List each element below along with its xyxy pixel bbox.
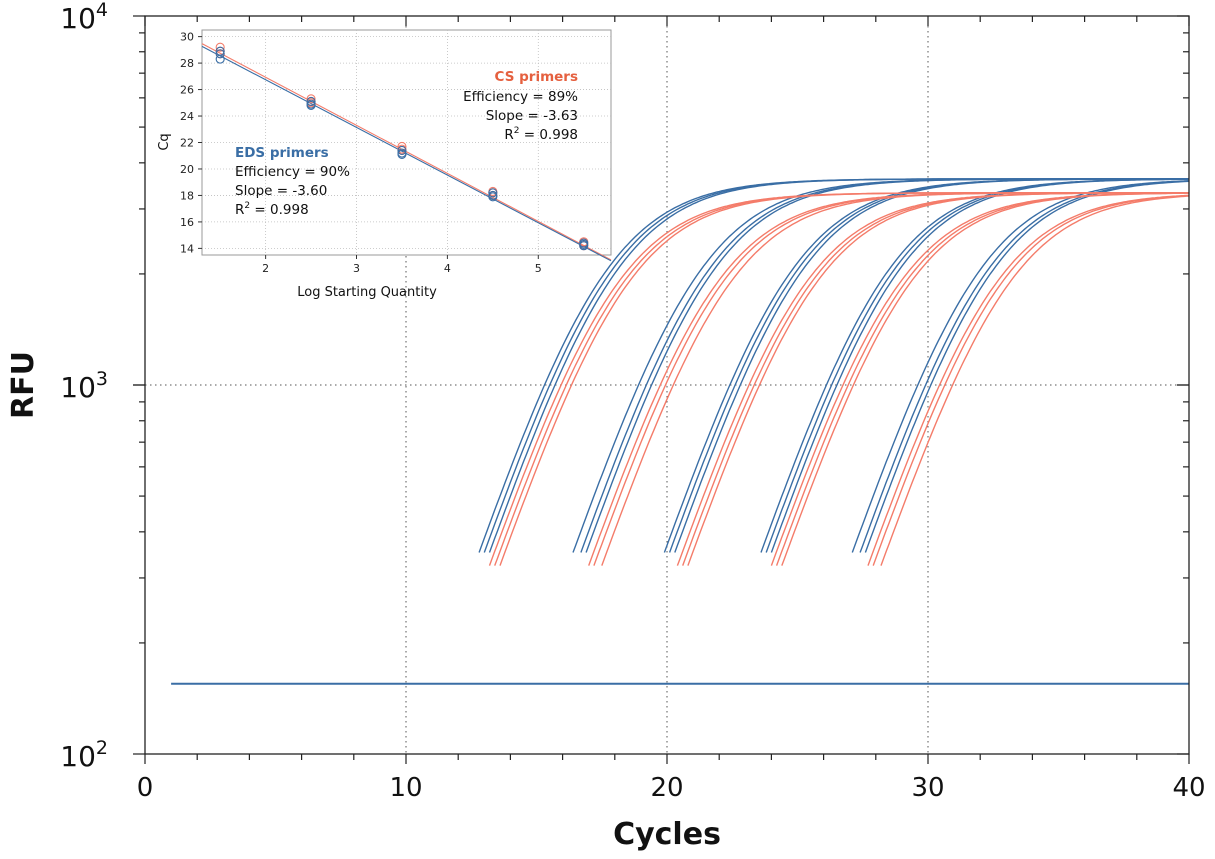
inset-y-tick-label: 20 (180, 163, 194, 176)
inset-data-point (306, 96, 316, 107)
main-grid (145, 16, 1189, 754)
eds-curve (851, 180, 1189, 553)
amplification-curves (478, 178, 1189, 566)
inset-data-point (579, 241, 589, 251)
inset-y-tick-label: 30 (180, 31, 194, 44)
inset-x-tick-label: 3 (353, 262, 360, 275)
cs-curve (880, 195, 1189, 566)
inset-data-points (215, 42, 589, 251)
inset-y-axis-title: Cq (157, 133, 172, 150)
inset-fit-lines (201, 43, 612, 262)
cs-curve (781, 192, 1189, 566)
cs-primers-title: CS primers (495, 69, 578, 85)
x-axis-title: Cycles (613, 817, 721, 852)
cs-curve (872, 194, 1189, 566)
x-tick-label: 40 (1172, 773, 1205, 803)
y-tick-label: 102 (60, 737, 108, 773)
inset-data-point (488, 192, 498, 202)
eds-efficiency-label: Efficiency = 90% (235, 164, 350, 180)
eds-curve (760, 178, 1189, 553)
inset-x-tick-label: 2 (262, 262, 269, 275)
inset-fit-line (201, 45, 612, 262)
standard-curve-inset: 2 3 4 5 14 16 18 20 22 24 26 28 30 Log Starting Quan… (157, 29, 612, 300)
eds-curve (585, 178, 1189, 553)
eds-curve (770, 178, 1189, 553)
eds-primers-legend: EDS primers Efficiency = 90% Slope = -3.… (235, 145, 350, 218)
inset-y-tick-label: 14 (180, 242, 194, 255)
inset-y-tick-label: 18 (180, 189, 194, 202)
x-tick-label: 30 (911, 773, 944, 803)
cs-slope-label: Slope = -3.63 (486, 108, 578, 124)
inset-data-point (306, 100, 316, 110)
eds-curve (765, 178, 1189, 553)
inset-x-tick-label: 4 (444, 262, 451, 275)
inset-y-tick-label: 28 (180, 57, 194, 70)
cs-primers-legend: CS primers Efficiency = 89% Slope = -3.6… (463, 69, 578, 143)
inset-y-tick-label: 22 (180, 137, 194, 150)
cs-efficiency-label: Efficiency = 89% (463, 89, 578, 105)
inset-y-tick-label: 26 (180, 84, 194, 97)
inset-x-axis-title: Log Starting Quantity (297, 285, 437, 300)
cs-curve (867, 194, 1189, 566)
inset-data-point (397, 145, 407, 155)
x-tick-label: 0 (137, 773, 154, 803)
eds-slope-label: Slope = -3.60 (235, 183, 327, 199)
x-tick-label: 20 (650, 773, 683, 803)
inset-data-point (215, 42, 225, 52)
x-tick-label: 10 (389, 773, 422, 803)
eds-curve (674, 178, 1189, 553)
inset-grid (202, 30, 611, 255)
inset-axes: 2 3 4 5 14 16 18 20 22 24 26 28 30 (180, 31, 542, 275)
y-axis-title: RFU (6, 351, 41, 419)
inset-data-point (215, 54, 225, 64)
cs-curve (687, 192, 1189, 566)
inset-data-point (488, 188, 498, 198)
eds-curve (859, 180, 1189, 553)
y-tick-label: 103 (60, 368, 108, 404)
inset-data-point (215, 49, 225, 59)
cs-curve (775, 192, 1189, 566)
y-tick-label: 104 (60, 0, 108, 35)
inset-data-point (306, 94, 316, 104)
eds-curve (864, 180, 1189, 553)
inset-y-tick-label: 24 (180, 110, 194, 123)
inset-x-tick-label: 5 (535, 262, 542, 275)
inset-data-point (397, 149, 407, 159)
eds-primers-title: EDS primers (235, 145, 329, 161)
cs-curve (682, 192, 1189, 566)
cs-r2-label: R2 = 0.998 (504, 126, 578, 143)
eds-curve (580, 178, 1189, 553)
inset-fit-line (201, 43, 612, 261)
inset-y-tick-label: 16 (180, 216, 194, 229)
main-axes: 0 10 20 30 40 102 103 104 (60, 0, 1205, 803)
eds-r2-label: R2 = 0.998 (235, 201, 309, 218)
cs-curve (593, 192, 1189, 566)
